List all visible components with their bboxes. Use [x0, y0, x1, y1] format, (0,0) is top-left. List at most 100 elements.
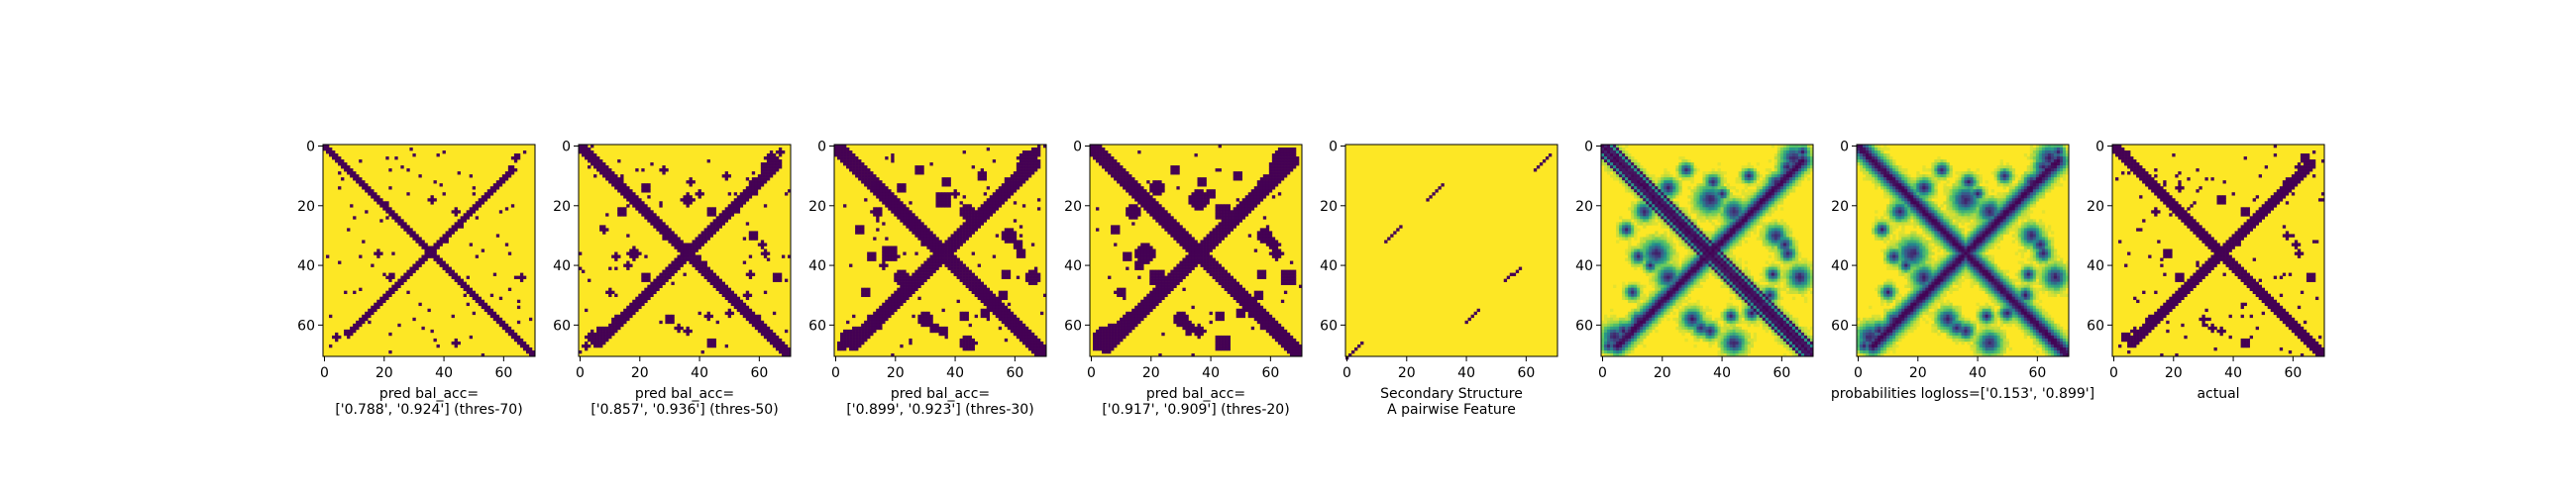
heatmap-cell: [1690, 165, 1694, 169]
heatmap-cell: [1286, 335, 1291, 340]
heatmap-cell: [968, 210, 972, 214]
heatmap-cell: [1238, 216, 1243, 220]
heatmap-cell: [635, 204, 639, 208]
heatmap-cell: [602, 329, 606, 334]
heatmap-cell: [1010, 320, 1015, 325]
heatmap-cell: [1019, 153, 1023, 157]
heatmap-cell: [1637, 183, 1641, 187]
heatmap-cell: [1684, 165, 1688, 169]
heatmap-cell: [1158, 222, 1162, 226]
heatmap-cell: [995, 192, 1000, 196]
heatmap-cell: [1102, 159, 1106, 163]
heatmap-cell: [635, 201, 639, 205]
heatmap-cell: [1149, 299, 1153, 304]
heatmap-cell: [442, 150, 446, 154]
heatmap-cell: [709, 314, 713, 319]
heatmap-cell: [1149, 186, 1153, 190]
heatmap-cell: [689, 248, 693, 252]
heatmap-cell: [1007, 189, 1012, 193]
heatmap-cell: [1033, 272, 1038, 276]
heatmap-cell: [983, 219, 988, 223]
heatmap-cell: [525, 346, 530, 351]
heatmap-cell: [882, 320, 886, 325]
heatmap-cell: [623, 183, 627, 187]
heatmap-cell: [433, 251, 437, 255]
heatmap-cell: [1158, 272, 1162, 276]
heatmap-cell: [641, 278, 645, 282]
heatmap-cell: [1702, 186, 1706, 190]
heatmap-cell: [885, 317, 889, 322]
heatmap-cell: [897, 207, 901, 211]
heatmap-cell: [914, 225, 918, 229]
heatmap-cell: [1785, 168, 1790, 172]
heatmap-cell: [906, 293, 910, 298]
heatmap-cell: [903, 251, 907, 255]
heatmap-cell: [706, 269, 710, 273]
heatmap-cell: [709, 275, 713, 279]
heatmap-cell: [920, 225, 924, 229]
heatmap-cell: [1001, 201, 1006, 205]
heatmap-cell: [439, 243, 443, 247]
heatmap-cell: [894, 290, 898, 294]
heatmap-cell: [1114, 341, 1118, 346]
heatmap-cell: [1140, 201, 1144, 205]
heatmap-cell: [706, 338, 710, 343]
heatmap-cell: [748, 234, 753, 238]
heatmap-cell: [1173, 165, 1177, 169]
heatmap-cell: [923, 275, 927, 279]
heatmap-cell: [882, 314, 886, 319]
heatmap-cell: [1111, 165, 1115, 169]
heatmap-cell: [938, 260, 942, 264]
heatmap-cell: [1265, 192, 1270, 196]
heatmap-cell: [1114, 344, 1118, 348]
heatmap-cell: [1191, 246, 1195, 249]
heatmap-cell: [873, 180, 877, 184]
heatmap-cell: [947, 243, 951, 247]
heatmap-cell: [897, 302, 901, 307]
heatmap-cell: [1182, 326, 1186, 331]
heatmap-cell: [1108, 332, 1112, 337]
heatmap-cell: [1007, 302, 1012, 307]
heatmap-cell: [1776, 189, 1781, 193]
heatmap-cell: [1809, 162, 1814, 166]
heatmap-cell: [885, 204, 889, 208]
heatmap-cell: [870, 314, 874, 319]
heatmap-cell: [1117, 341, 1121, 346]
heatmap-cell: [772, 344, 777, 348]
heatmap-cell: [1024, 272, 1029, 276]
heatmap-cell: [941, 260, 945, 264]
heatmap-cell: [1678, 171, 1682, 175]
heatmap-cell: [843, 346, 847, 351]
heatmap-cell: [454, 338, 458, 343]
heatmap-cell: [965, 278, 969, 282]
heatmap-cell: [1137, 266, 1141, 270]
heatmap-cell: [1099, 338, 1103, 343]
heatmap-cell: [929, 314, 933, 319]
heatmap-cell: [1010, 192, 1015, 196]
heatmap-cell: [760, 174, 765, 178]
heatmap-cell: [1137, 189, 1141, 193]
heatmap-cell: [1384, 240, 1388, 244]
heatmap-cell: [680, 263, 684, 267]
heatmap-cell: [1631, 165, 1635, 169]
heatmap-cell: [1262, 308, 1267, 313]
heatmap-cell: [498, 183, 503, 187]
heatmap-cell: [1274, 332, 1279, 337]
heatmap-cell: [760, 326, 765, 331]
heatmap-cell: [632, 192, 636, 196]
heatmap-cell: [941, 329, 945, 334]
heatmap-cell: [1756, 186, 1761, 190]
heatmap-cell: [1283, 290, 1288, 294]
heatmap-cell: [641, 168, 645, 172]
heatmap-cell: [760, 168, 765, 172]
heatmap-cell: [1105, 335, 1109, 340]
heatmap-cell: [683, 195, 687, 199]
y-tick-label: 60: [808, 318, 826, 334]
heatmap-cell: [590, 338, 594, 343]
heatmap-cell: [1149, 210, 1153, 214]
heatmap-cell: [959, 240, 963, 244]
heatmap-cell: [1194, 329, 1198, 334]
heatmap-cell: [1741, 165, 1745, 169]
heatmap-cell: [1696, 186, 1700, 190]
heatmap-cell: [611, 180, 615, 184]
